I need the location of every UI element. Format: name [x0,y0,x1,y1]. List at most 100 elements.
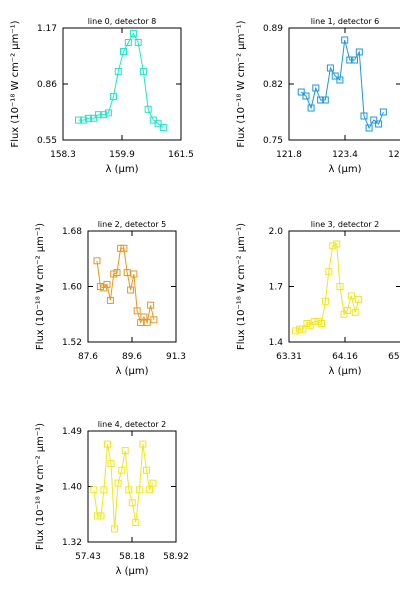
y-tick-label: 0.55 [37,136,57,146]
data-point [111,525,119,533]
data-point [346,56,354,64]
series-line [78,32,164,128]
data-point [312,84,320,92]
data-point [128,499,136,507]
x-tick-label: 58.92 [163,552,189,562]
data-point [306,321,314,329]
data-point [103,280,111,288]
x-tick-label: 159.9 [109,150,135,160]
data-point [129,29,137,37]
y-axis-label: Flux (10⁻¹⁸ W cm⁻² μm⁻¹) [35,423,46,550]
y-tick-label: 1.52 [62,338,82,348]
chart-panel-2: line 2, detector 5 87.6 89.6 91.3 1.52 1.60 1.… [35,220,186,377]
data-point [124,39,132,46]
x-tick-label: 65.00 [388,352,400,362]
data-point [100,486,108,494]
data-point [355,295,363,303]
data-point [93,512,101,520]
data-point [321,297,329,305]
data-point [375,120,383,128]
data-point [104,440,111,448]
data-point [143,319,151,327]
data-point [145,486,153,494]
data-point [347,292,355,300]
series-line [93,444,154,529]
data-point [150,316,158,324]
data-point [110,93,117,101]
data-point [159,123,167,131]
y-axis-label: Flux (10⁻¹⁸ W cm⁻² μm⁻¹) [236,20,247,147]
data-point [90,486,98,494]
data-point [299,325,307,333]
data-point [149,116,157,124]
data-point [94,111,102,119]
data-point [114,479,122,487]
data-point [370,116,378,124]
data-point [127,286,135,294]
data-point [351,56,358,64]
data-point [84,114,92,122]
data-point [333,240,341,248]
data-point [351,308,359,316]
data-point [114,67,122,75]
data-point [120,244,128,252]
data-point [297,88,305,96]
chart-title: line 1, detector 6 [311,17,380,26]
data-point [75,116,82,124]
data-point [80,116,88,124]
data-point [97,512,105,520]
x-axis-label: λ (μm) [105,164,138,175]
y-tick-label: 1.49 [62,427,82,437]
data-point [292,327,300,335]
data-point [139,440,147,448]
chart-title: line 0, detector 8 [88,17,157,26]
x-tick-label: 125.1 [388,150,400,160]
data-point [107,460,115,468]
x-tick-label: 57.43 [75,552,101,562]
y-axis-label: Flux (10⁻¹⁸ W cm⁻² μm⁻¹) [10,20,21,147]
data-point [143,466,150,474]
y-tick-label: 0.86 [37,80,57,90]
data-point [329,242,337,250]
data-point [321,96,329,104]
x-tick-label: 89.6 [122,352,142,362]
data-point [302,92,310,100]
series-line [96,247,155,324]
y-tick-label: 1.40 [62,483,82,493]
data-point [113,269,121,277]
x-tick-label: 121.8 [276,150,302,160]
chart-panel-0: line 0, detector 8 158.3 159.9 161.5 0.55 0.8… [10,17,194,175]
data-point [120,48,127,55]
data-point [133,307,141,315]
x-axis-label: λ (μm) [328,164,361,175]
x-tick-label: 64.16 [332,352,358,362]
data-point [130,270,138,278]
data-point [336,76,344,84]
y-tick-label: 0.75 [263,136,283,146]
data-point [106,296,114,304]
data-point [336,283,344,290]
data-point [134,39,142,46]
data-point [118,466,126,474]
data-point [307,104,315,112]
y-tick-label: 1.68 [62,227,82,237]
chart-title: line 3, detector 2 [311,220,380,229]
chart-title: line 2, detector 5 [98,220,167,229]
x-axis-label: λ (μm) [328,366,361,377]
chart-panel-4: line 4, detector 2 57.43 58.18 58.92 1.32 1.4… [35,420,189,577]
y-axis-label: Flux (10⁻¹⁸ W cm⁻² μm⁻¹) [35,223,46,350]
data-point [365,124,373,132]
data-point [317,96,325,104]
y-tick-label: 0.82 [263,80,283,90]
data-point [341,36,349,44]
series-line [295,243,360,332]
x-tick-label: 87.6 [78,352,98,362]
data-point [144,105,152,113]
x-tick-label: 58.18 [119,552,145,562]
data-point [343,307,351,314]
y-tick-label: 0.89 [263,24,283,34]
data-point [104,109,112,117]
x-axis-label: λ (μm) [115,366,148,377]
data-point [355,48,363,56]
